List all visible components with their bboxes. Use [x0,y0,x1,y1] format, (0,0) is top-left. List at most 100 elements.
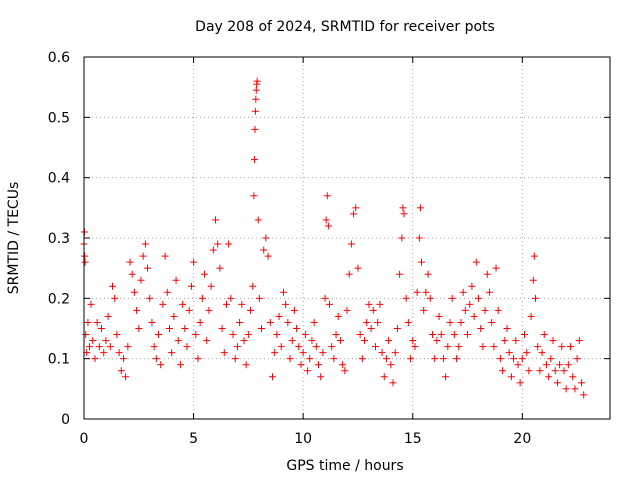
data-point [190,258,198,266]
data-point [505,349,513,357]
data-point [345,270,353,278]
data-point [358,355,366,363]
data-point [275,312,283,320]
data-point [529,276,537,284]
data-point [124,343,132,351]
data-point [536,367,544,375]
data-point [141,240,149,248]
data-point [547,355,555,363]
data-point [420,306,428,314]
data-point [411,343,419,351]
data-point [442,373,450,381]
data-point [409,337,417,345]
data-point [91,355,99,363]
y-tick-label: 0.1 [48,352,70,368]
data-point [444,343,452,351]
data-point [304,367,312,375]
data-point [251,107,259,115]
data-point [286,355,294,363]
data-point [146,294,154,302]
data-point [428,331,436,339]
data-point [81,252,89,260]
data-point [216,264,224,272]
data-point [490,343,498,351]
data-point [371,343,379,351]
data-point [301,331,309,339]
data-point [470,312,478,320]
data-point [135,325,143,332]
data-point [126,258,134,266]
data-point [81,258,89,266]
y-tick-labels: 0 0.1 0.2 0.3 0.4 0.5 0.6 [48,50,70,428]
data-point [361,337,369,345]
data-point [295,343,303,351]
data-point [424,270,432,278]
data-point [165,325,173,332]
data-point [439,355,447,363]
data-point [446,318,454,326]
data-point [268,373,276,381]
y-tick-label: 0.6 [48,50,70,66]
data-point [571,385,579,393]
data-point [312,343,320,351]
data-point [150,343,158,351]
data-point [564,361,572,369]
data-point [315,361,323,369]
y-axis-label: SRMTID / TECUs [6,182,22,295]
data-point [185,306,193,314]
data-point [205,306,213,314]
data-point [580,391,588,399]
data-point [507,373,515,381]
data-point [391,349,399,357]
data-point [181,325,189,332]
data-point [273,331,281,339]
x-tick-label: 15 [404,431,422,447]
data-point [266,318,274,326]
data-point [540,331,548,339]
data-point [523,349,531,357]
data-point [538,349,546,357]
data-point [418,258,426,266]
data-point [365,300,373,308]
data-point [553,379,561,387]
data-point [339,361,347,369]
data-point [503,325,511,332]
data-point [220,349,228,357]
data-point [448,294,456,302]
chart-title: Day 208 of 2024, SRMTID for receiver pot… [195,19,495,35]
data-point [102,337,110,345]
data-point [578,379,586,387]
data-point [128,270,136,278]
data-point [321,294,329,302]
x-tick-label: 5 [189,431,198,447]
data-point [262,234,270,242]
data-point [431,355,439,363]
data-point [514,361,522,369]
data-point [93,318,101,326]
data-point [282,300,290,308]
data-point [201,270,209,278]
data-point [207,282,215,290]
data-point [299,349,307,357]
data-point [236,318,244,326]
data-point [531,294,539,302]
data-point [319,349,327,357]
data-point [485,288,493,296]
data-point [459,288,467,296]
data-point [176,361,184,369]
data-point [179,300,187,308]
y-tick-label: 0.3 [48,231,70,247]
data-point [233,343,241,351]
data-point [251,125,259,133]
data-point [560,367,568,375]
data-point [310,318,318,326]
data-point [521,331,529,339]
data-point [433,337,441,345]
data-point [422,288,430,296]
data-point [481,306,489,314]
data-point [183,343,191,351]
data-point [350,210,358,218]
data-point [148,318,156,326]
data-point [468,282,476,290]
data-point [387,361,395,369]
